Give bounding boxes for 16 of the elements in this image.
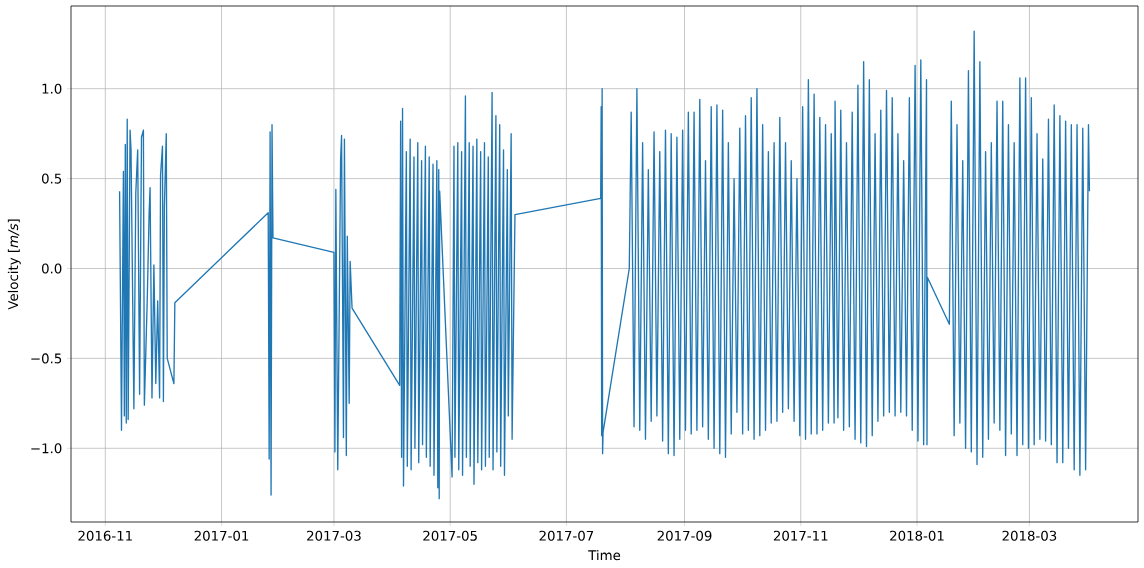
y-tick-label: −0.5 <box>31 353 62 364</box>
y-tick-label: 0.0 <box>41 263 62 274</box>
x-tick-label: 2017-09 <box>657 530 712 541</box>
x-axis-title: Time <box>588 549 621 561</box>
x-tick-label: 2017-11 <box>773 530 828 541</box>
x-tick-label: 2018-01 <box>890 530 944 541</box>
y-axis-title: Velocity [m/s] <box>7 219 21 310</box>
y-tick-label: 1.0 <box>42 83 62 94</box>
y-tick-label: 0.5 <box>41 173 62 184</box>
x-tick-label: 2017-03 <box>307 530 361 541</box>
x-tick-label: 2017-05 <box>423 530 477 541</box>
x-tick-label: 2017-07 <box>539 530 594 541</box>
x-tick-label: 2016-11 <box>78 530 132 541</box>
x-tick-label: 2017-01 <box>194 530 249 541</box>
x-tick-label: 2018-03 <box>1002 530 1057 541</box>
y-tick-label: −1.0 <box>31 443 62 454</box>
